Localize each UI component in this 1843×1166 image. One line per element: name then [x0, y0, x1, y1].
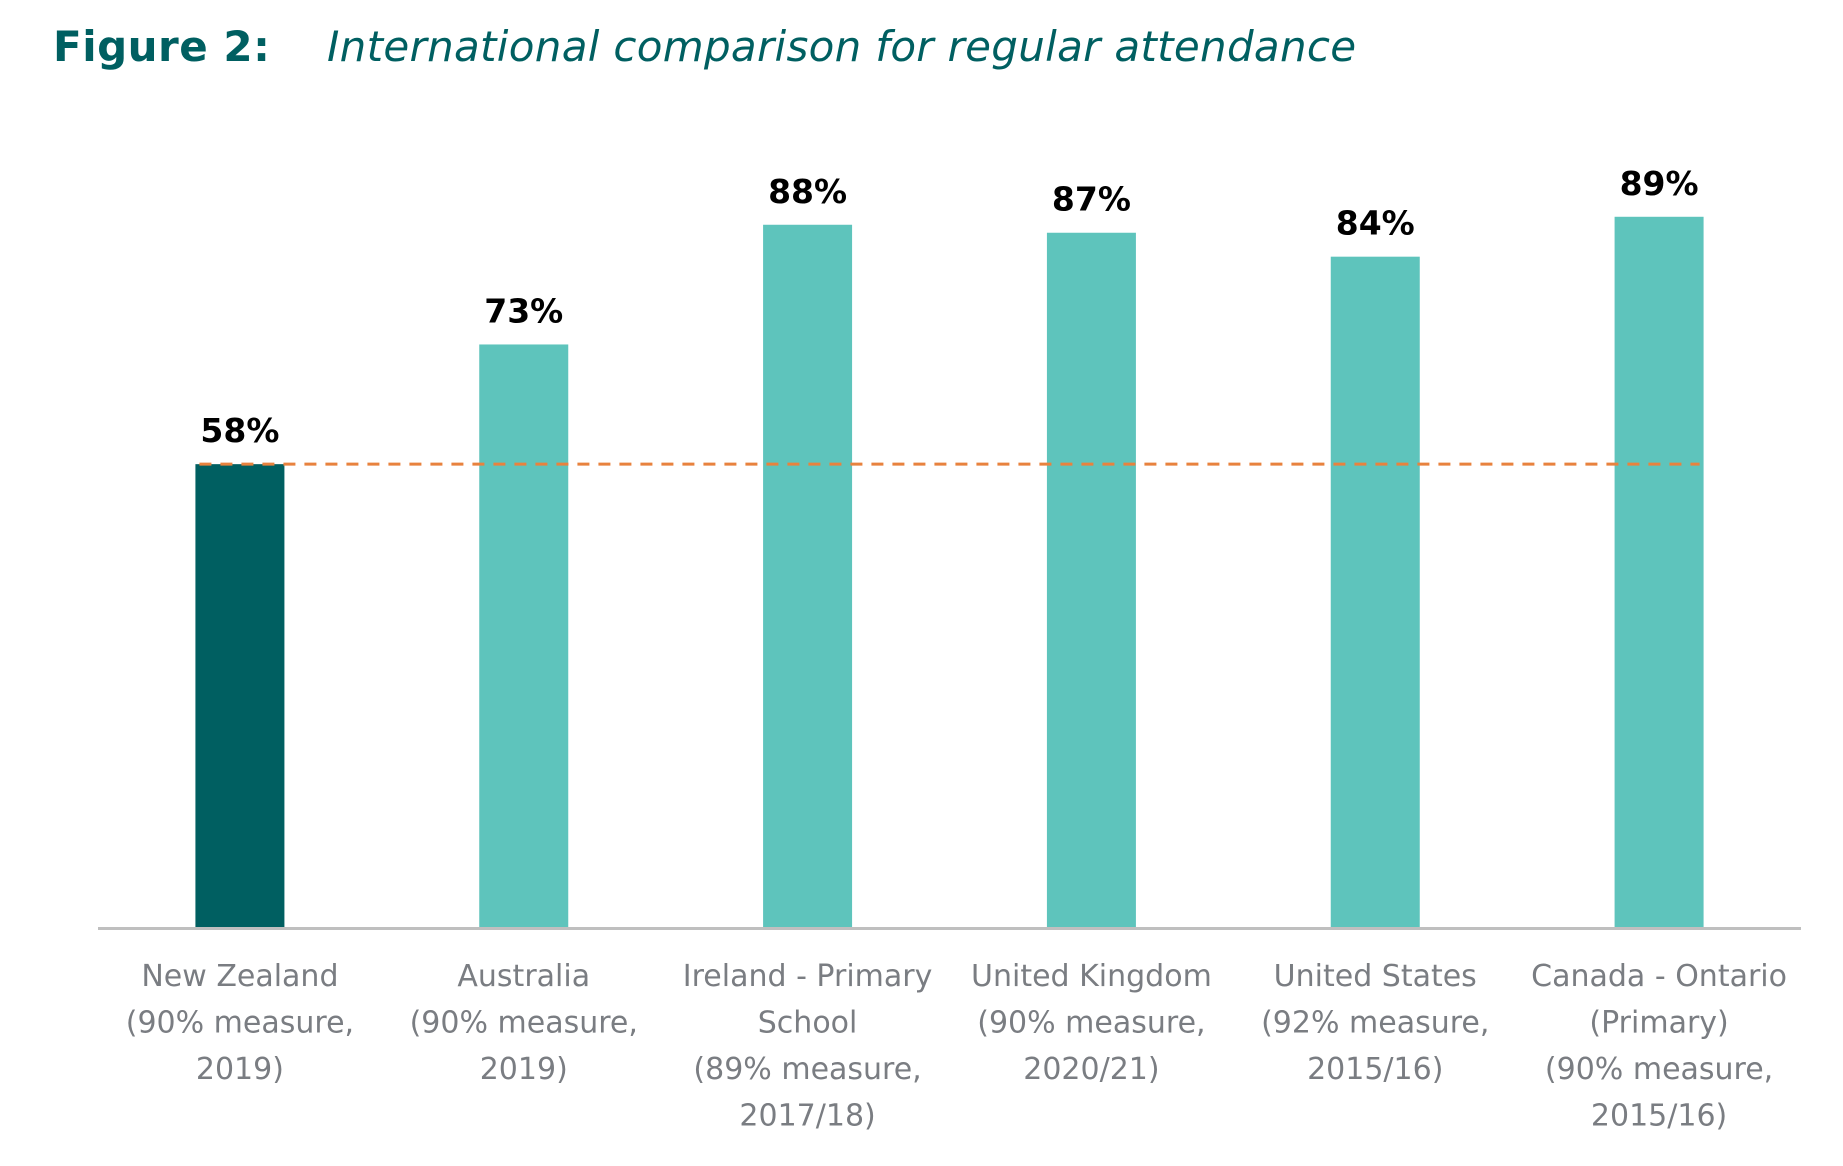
- value-label-3: 87%: [1052, 180, 1131, 219]
- bar-0: [195, 464, 285, 927]
- category-label-line: United Kingdom: [971, 959, 1212, 994]
- category-label-3: United Kingdom (90% measure, 2020/21): [971, 959, 1212, 1087]
- value-labels-group: 58% 73% 88% 87% 84% 89%: [200, 164, 1698, 450]
- value-label-2: 88%: [768, 172, 847, 211]
- bars-group: [195, 216, 1704, 928]
- category-label-line: 2019): [196, 1052, 284, 1087]
- category-label-4: United States (92% measure, 2015/16): [1261, 959, 1489, 1087]
- category-label-line: Ireland - Primary: [683, 959, 933, 994]
- category-label-line: (92% measure,: [1261, 1006, 1489, 1041]
- category-label-5: Canada - Ontario (Primary) (90% measure, 20…: [1531, 959, 1787, 1134]
- bar-3: [1046, 232, 1136, 928]
- figure-title: International comparison for regular att…: [327, 22, 1357, 71]
- category-label-line: Canada - Ontario: [1531, 959, 1787, 994]
- category-label-line: (90% measure,: [1545, 1052, 1773, 1087]
- category-label-0: New Zealand (90% measure, 2019): [126, 959, 354, 1087]
- bar-4: [1330, 256, 1420, 927]
- bar-2: [763, 224, 853, 927]
- category-label-1: Australia (90% measure, 2019): [410, 959, 638, 1087]
- category-label-line: 2017/18): [739, 1099, 875, 1134]
- category-label-line: (90% measure,: [977, 1006, 1205, 1041]
- bar-5: [1614, 216, 1704, 927]
- category-label-line: New Zealand: [141, 959, 338, 994]
- category-label-line: Australia: [457, 959, 590, 994]
- category-label-line: (89% measure,: [693, 1052, 921, 1087]
- category-label-line: 2015/16): [1307, 1052, 1443, 1087]
- category-labels-group: New Zealand (90% measure, 2019) Australia (9…: [126, 959, 1787, 1134]
- value-label-1: 73%: [484, 291, 563, 330]
- bar-1: [479, 344, 569, 928]
- category-label-line: 2020/21): [1023, 1052, 1159, 1087]
- category-label-line: (Primary): [1589, 1006, 1728, 1041]
- category-label-line: 2019): [480, 1052, 568, 1087]
- category-label-2: Ireland - Primary School (89% measure, 2017…: [683, 959, 933, 1134]
- category-label-line: United States: [1274, 959, 1477, 994]
- value-label-0: 58%: [200, 411, 279, 450]
- value-label-4: 84%: [1336, 204, 1415, 243]
- category-label-line: School: [758, 1006, 858, 1041]
- category-label-line: (90% measure,: [410, 1006, 638, 1041]
- category-label-line: (90% measure,: [126, 1006, 354, 1041]
- category-label-line: 2015/16): [1591, 1099, 1727, 1134]
- value-label-5: 89%: [1620, 164, 1699, 203]
- figure-number: Figure 2:: [53, 22, 271, 71]
